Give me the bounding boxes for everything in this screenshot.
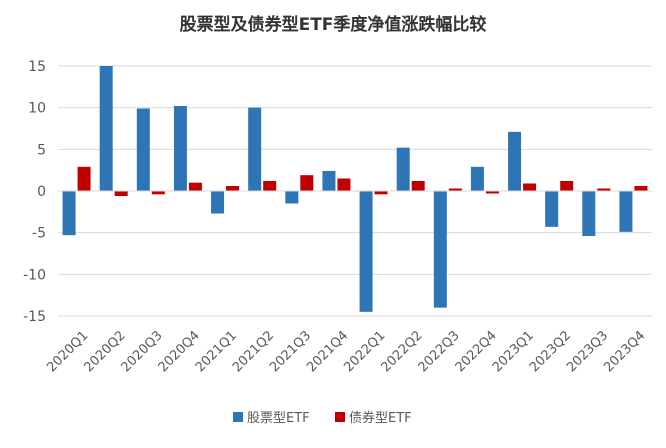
bar-equity-2020Q2 — [99, 66, 113, 191]
legend: 股票型ETF 债券型ETF — [233, 410, 412, 426]
bar-bond-2020Q4 — [188, 182, 202, 191]
bar-equity-2020Q1 — [62, 191, 76, 236]
y-tick-label: -15 — [23, 309, 46, 325]
gridlines — [58, 65, 652, 317]
bar-equity-2022Q4 — [470, 166, 484, 191]
bar-bond-2020Q1 — [77, 166, 91, 191]
y-tick-label: 5 — [37, 142, 46, 158]
bar-equity-2022Q2 — [396, 147, 410, 191]
bar-bond-2023Q3 — [597, 188, 611, 191]
bar-equity-2023Q2 — [545, 191, 559, 227]
y-tick-label: -5 — [32, 226, 46, 242]
y-tick-label: 10 — [28, 101, 46, 117]
bar-bond-2021Q3 — [300, 175, 314, 191]
bar-bond-2022Q3 — [448, 188, 462, 191]
bar-equity-2022Q3 — [433, 191, 447, 308]
bar-bond-2020Q3 — [151, 191, 165, 195]
bar-equity-2023Q1 — [508, 131, 522, 191]
bar-equity-2020Q4 — [173, 106, 187, 191]
legend-swatch — [335, 412, 345, 422]
bar-bond-2021Q1 — [226, 186, 240, 191]
bar-bond-2021Q2 — [263, 181, 277, 191]
bar-equity-2020Q3 — [136, 108, 150, 191]
bar-bond-2020Q2 — [114, 191, 128, 196]
bar-bond-2021Q4 — [337, 178, 351, 191]
legend-swatch — [233, 412, 243, 422]
bar-bond-2023Q1 — [523, 183, 537, 191]
legend-label: 股票型ETF — [247, 411, 310, 426]
x-axis-ticks: 2020Q12020Q22020Q32020Q42021Q12021Q22021… — [44, 328, 648, 375]
legend-label: 债券型ETF — [349, 410, 412, 426]
x-tick-label: 2023Q4 — [601, 328, 648, 375]
bar-equity-2021Q4 — [322, 171, 336, 191]
chart-title: 股票型及债券型ETF季度净值涨跌幅比较 — [180, 14, 487, 35]
bar-equity-2022Q1 — [359, 191, 373, 312]
y-axis-ticks: -15 -10 -5 0 5 10 15 — [23, 59, 46, 325]
bar-bond-2022Q4 — [485, 191, 499, 194]
bar-bond-2023Q4 — [634, 186, 648, 191]
y-tick-label: 0 — [37, 184, 46, 200]
bar-equity-2021Q2 — [248, 107, 262, 191]
bar-bond-2022Q2 — [411, 181, 425, 191]
bar-equity-2021Q1 — [211, 191, 225, 214]
bar-bond-2022Q1 — [374, 191, 388, 195]
y-tick-label: 15 — [28, 59, 46, 75]
y-tick-label: -10 — [23, 267, 46, 283]
bar-equity-2023Q4 — [619, 191, 633, 232]
bar-equity-2021Q3 — [285, 191, 299, 204]
bar-equity-2023Q3 — [582, 191, 596, 236]
bar-bond-2023Q2 — [560, 181, 574, 191]
bars — [62, 66, 648, 312]
